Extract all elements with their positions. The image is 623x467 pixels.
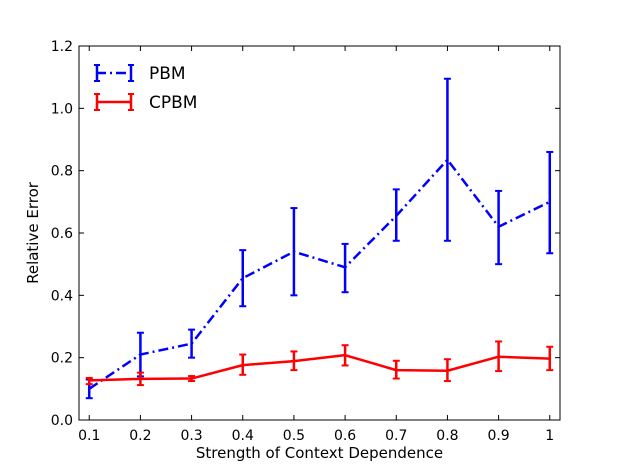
x-tick-label: 0.4	[232, 428, 254, 444]
series-line-pbm	[88, 158, 551, 390]
legend: PBM CPBM	[94, 64, 197, 113]
x-tick-label: 0.1	[78, 428, 100, 444]
legend-label-pbm: PBM	[149, 64, 186, 84]
ticks-layer: 0.1 0.2 0.3 0.4 0.5 0.6 0.7 0.8 0.9 1 0.0 0.2 0.4 0.6…	[51, 39, 560, 444]
x-axis-title: Strength of Context Dependence	[196, 444, 443, 462]
x-tick-label: 0.8	[436, 428, 458, 444]
x-tick-label: 0.5	[283, 428, 305, 444]
y-tick-label: 0.8	[51, 164, 73, 180]
y-tick-label: 0.2	[51, 351, 73, 367]
x-tick-label: 1	[545, 428, 554, 444]
x-tick-label: 0.7	[385, 428, 407, 444]
x-tick-label: 0.2	[129, 428, 151, 444]
y-tick-label: 0.4	[51, 288, 73, 304]
x-tick-label: 0.6	[334, 428, 356, 444]
y-tick-label: 1.0	[51, 101, 73, 117]
y-tick-label: 1.2	[51, 39, 73, 55]
series-layer	[85, 77, 554, 400]
y-axis-title: Relative Error	[24, 181, 42, 284]
y-tick-label: 0.0	[51, 413, 73, 429]
y-tick-label: 0.6	[51, 226, 73, 242]
legend-label-cpbm: CPBM	[149, 93, 197, 113]
series-line-cpbm	[89, 353, 550, 382]
x-tick-label: 0.9	[487, 428, 509, 444]
x-tick-label: 0.3	[180, 428, 202, 444]
